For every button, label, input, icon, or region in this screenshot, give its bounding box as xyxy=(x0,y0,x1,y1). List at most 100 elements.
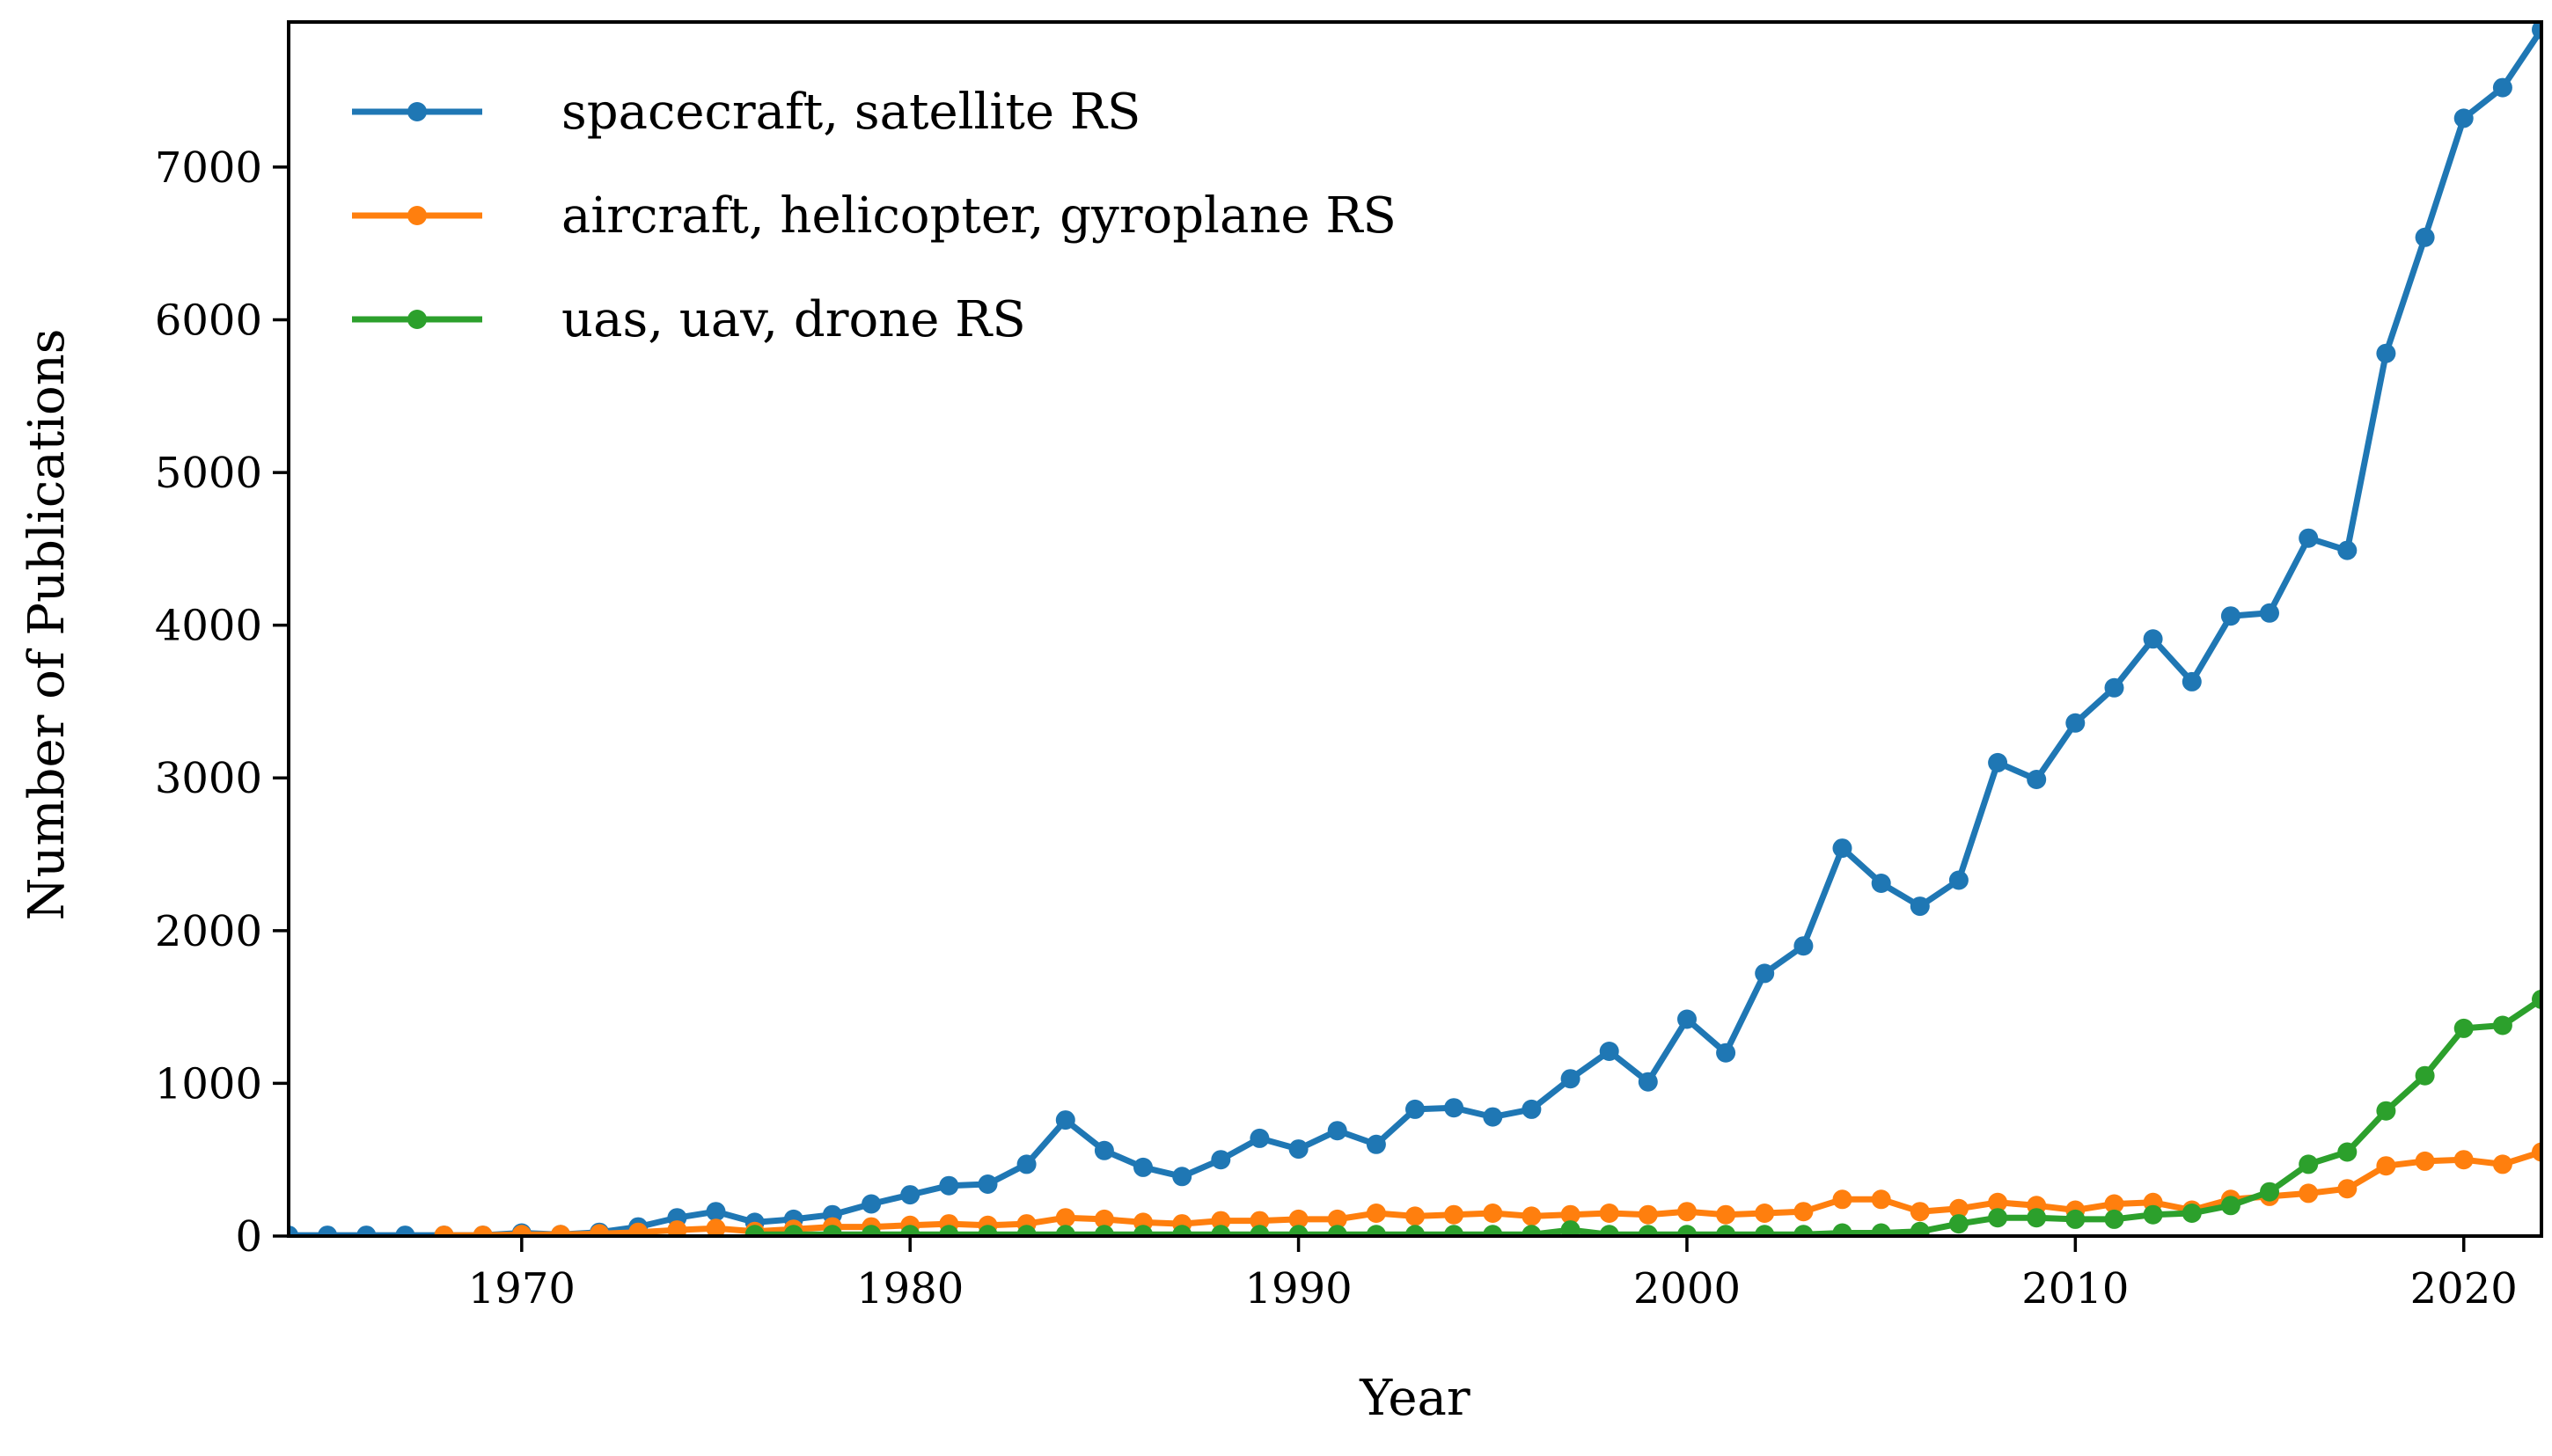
data-point xyxy=(1560,1069,1580,1089)
data-point xyxy=(1910,1221,1930,1236)
data-point xyxy=(1522,1206,1542,1226)
series-layer xyxy=(289,22,2541,1236)
data-point xyxy=(2453,1150,2474,1170)
data-point xyxy=(939,1175,959,1196)
data-point xyxy=(978,1225,998,1236)
data-point xyxy=(1327,1121,1347,1141)
data-point xyxy=(1172,1225,1192,1236)
data-point xyxy=(356,1226,377,1236)
data-point xyxy=(2182,671,2202,691)
data-point xyxy=(1793,1202,1814,1222)
y-axis-label: Number of Publications xyxy=(18,328,76,920)
data-point xyxy=(900,1185,920,1205)
data-point xyxy=(1094,1225,1114,1236)
data-point xyxy=(1405,1099,1425,1119)
data-point xyxy=(1055,1110,1075,1130)
data-point xyxy=(1948,1198,1969,1218)
data-point xyxy=(1055,1225,1075,1236)
legend-marker xyxy=(407,206,427,225)
data-point xyxy=(2260,603,2279,623)
data-point xyxy=(862,1225,882,1236)
data-point xyxy=(2453,1018,2474,1038)
data-point xyxy=(2492,1154,2512,1174)
data-point xyxy=(2299,528,2319,548)
data-point xyxy=(978,1174,998,1194)
data-point xyxy=(900,1225,920,1236)
legend-entry: uas, uav, drone RS xyxy=(352,291,1026,348)
data-point xyxy=(1133,1225,1153,1236)
data-point xyxy=(1988,1192,2008,1212)
legend-marker xyxy=(407,102,427,121)
data-point xyxy=(1444,1098,1464,1118)
data-point xyxy=(2453,108,2474,128)
data-point xyxy=(1250,1128,1270,1148)
data-point xyxy=(2065,1209,2086,1229)
data-point xyxy=(1871,874,1891,893)
x-tick-label: 1980 xyxy=(856,1264,964,1313)
data-point xyxy=(1638,1204,1658,1225)
data-point xyxy=(1716,1225,1736,1236)
legend: spacecraft, satellite RS aircraft, helico… xyxy=(352,84,1397,348)
data-point xyxy=(1444,1204,1464,1225)
x-axis-label: Year xyxy=(1359,1370,1470,1427)
data-point xyxy=(551,1225,570,1236)
data-point xyxy=(667,1220,687,1236)
data-point xyxy=(1910,1202,1930,1222)
data-point xyxy=(1366,1225,1386,1236)
data-point xyxy=(1948,870,1969,890)
data-point xyxy=(1988,1208,2008,1228)
data-point xyxy=(1560,1220,1580,1236)
data-point xyxy=(1133,1157,1153,1177)
data-point xyxy=(1250,1211,1270,1231)
plot-frame xyxy=(287,20,2543,1238)
data-point xyxy=(1444,1225,1464,1236)
data-point xyxy=(2143,1204,2163,1225)
legend-entry: spacecraft, satellite RS xyxy=(352,84,1140,141)
data-point xyxy=(2104,677,2124,698)
data-point xyxy=(628,1222,649,1236)
data-point xyxy=(1716,1204,1736,1225)
x-tick-label: 1990 xyxy=(1245,1264,1353,1313)
data-point xyxy=(2492,77,2512,98)
data-point xyxy=(2415,227,2435,247)
data-point xyxy=(2492,1015,2512,1035)
data-point xyxy=(1638,1225,1658,1236)
data-point xyxy=(1560,1204,1580,1225)
y-tick-label: 6000 xyxy=(155,296,262,345)
data-point xyxy=(1677,1202,1697,1222)
data-point xyxy=(1755,1225,1775,1236)
data-point xyxy=(1016,1154,1037,1174)
data-point xyxy=(2027,1208,2047,1228)
data-point xyxy=(1172,1167,1192,1187)
data-point xyxy=(1483,1107,1503,1127)
data-point xyxy=(395,1226,415,1236)
data-point xyxy=(1793,1225,1814,1236)
y-tick-label: 2000 xyxy=(155,907,262,956)
y-tick-label: 4000 xyxy=(155,602,262,651)
data-point xyxy=(1366,1134,1386,1154)
data-point xyxy=(1793,936,1814,956)
data-point xyxy=(1988,752,2008,772)
data-point xyxy=(1327,1209,1347,1229)
data-point xyxy=(1522,1099,1542,1119)
y-tick-label: 0 xyxy=(235,1212,262,1262)
data-point xyxy=(939,1225,959,1236)
data-point xyxy=(2104,1209,2124,1229)
legend-label: spacecraft, satellite RS xyxy=(561,84,1140,141)
data-point xyxy=(1405,1206,1425,1226)
data-point xyxy=(1599,1042,1619,1061)
y-tick-label: 5000 xyxy=(155,449,262,498)
data-point xyxy=(1405,1225,1425,1236)
data-point xyxy=(2143,629,2163,649)
data-point xyxy=(1211,1225,1231,1236)
data-point xyxy=(822,1225,842,1236)
data-point xyxy=(473,1226,493,1236)
data-point xyxy=(1716,1043,1736,1063)
x-tick-label: 2000 xyxy=(1633,1264,1741,1313)
data-point xyxy=(706,1218,726,1236)
data-point xyxy=(1599,1225,1619,1236)
data-point xyxy=(2299,1154,2319,1174)
legend-label: uas, uav, drone RS xyxy=(561,291,1026,348)
data-point xyxy=(2337,1142,2358,1162)
